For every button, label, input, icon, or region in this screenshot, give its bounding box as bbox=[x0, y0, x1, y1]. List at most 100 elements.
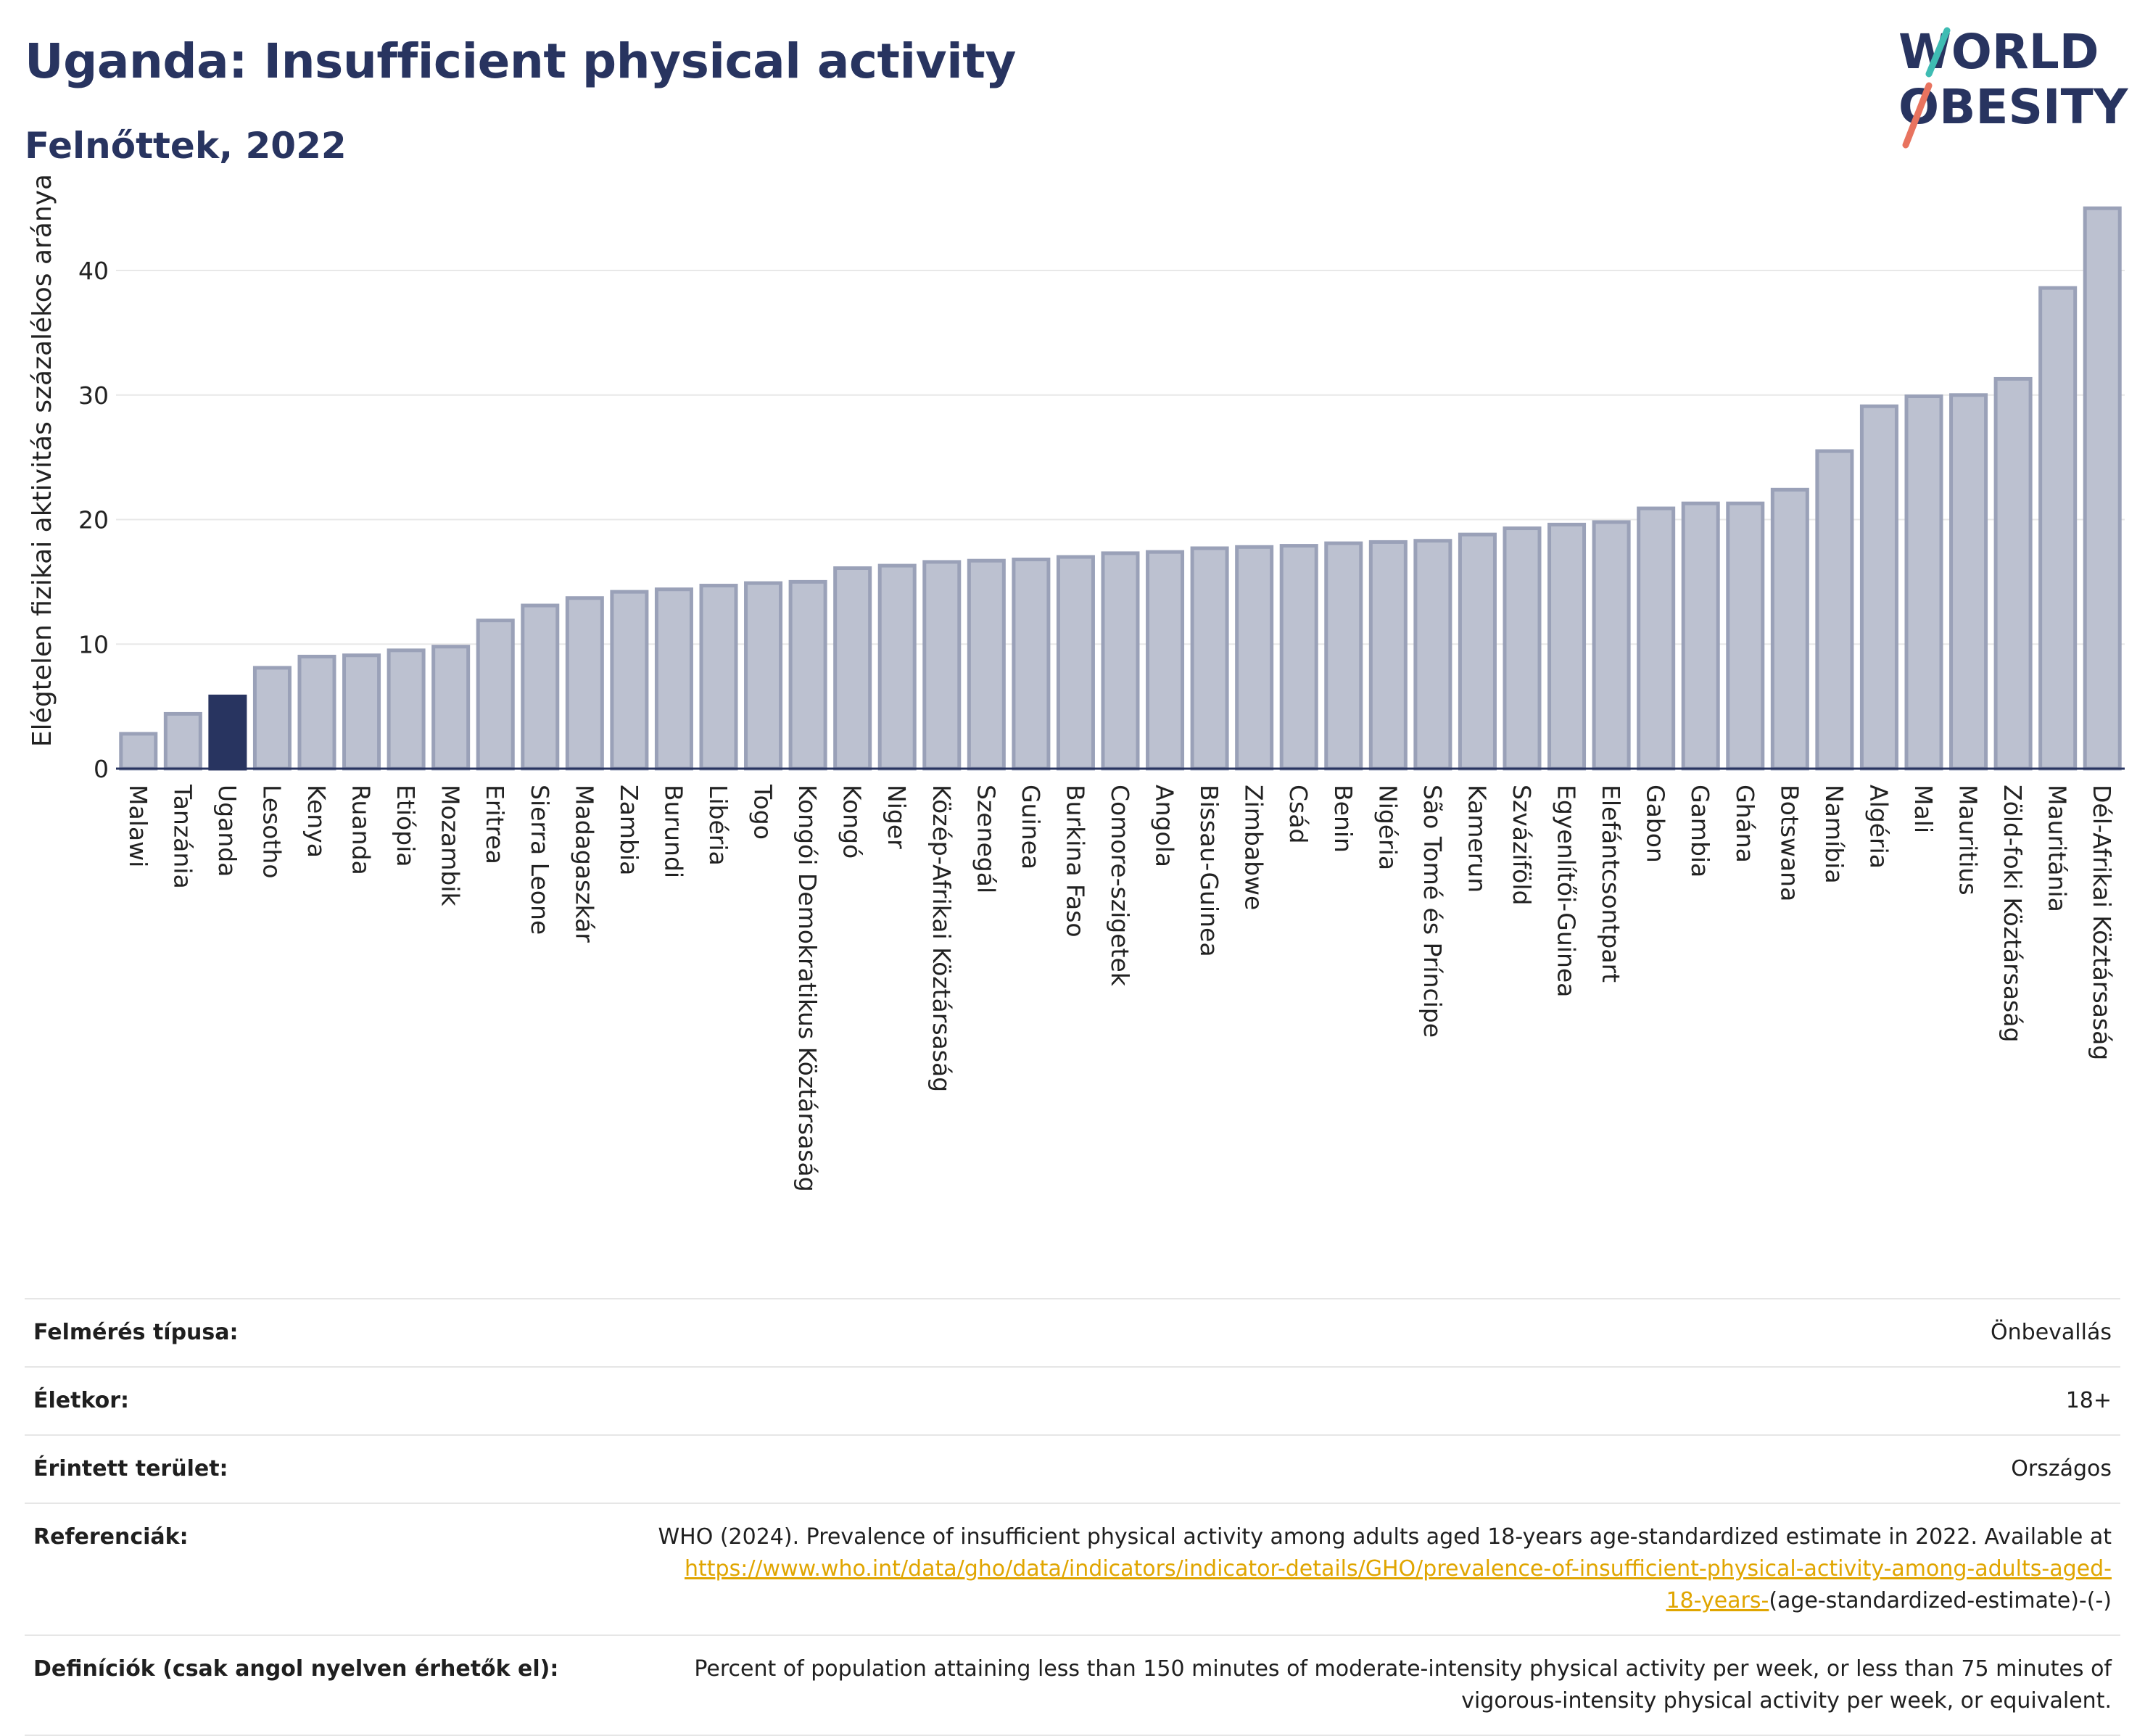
bar-ghána bbox=[1726, 501, 1765, 771]
bar-szváziföld bbox=[1503, 526, 1542, 771]
bar-sierra-leone bbox=[521, 603, 560, 771]
x-tick-label: Ruanda bbox=[347, 785, 376, 875]
bar-zambia bbox=[610, 590, 649, 771]
bar-mauritius bbox=[1949, 393, 1988, 771]
x-tick-label: Benin bbox=[1329, 785, 1357, 853]
bar-ruanda bbox=[342, 653, 381, 771]
bar-mali bbox=[1904, 394, 1943, 771]
bar-angola bbox=[1146, 550, 1185, 771]
logo-line2: OBESITY bbox=[1898, 79, 2129, 135]
reference-text: WHO (2024). Prevalence of insufficient p… bbox=[658, 1524, 2112, 1550]
y-axis-label: Elégtelen fizikai aktivitás százalékos a… bbox=[28, 174, 57, 747]
bar-comore-szigetek bbox=[1101, 551, 1140, 771]
reference-link-line2: 18-years- bbox=[1666, 1588, 1769, 1613]
bar-etiópia bbox=[387, 648, 426, 771]
x-tick-label: Uganda bbox=[213, 785, 241, 877]
x-tick-label: Sierra Leone bbox=[526, 785, 554, 935]
x-tick-label: Burundi bbox=[659, 785, 687, 878]
info-table: Felmérés típusa: Önbevallás Életkor: 18+… bbox=[25, 1298, 2120, 1736]
x-tick-label: Libéria bbox=[704, 785, 732, 866]
x-tick-label: Zimbabwe bbox=[1240, 785, 1268, 910]
bar-mozambik bbox=[431, 645, 471, 771]
references-label: Referenciák: bbox=[33, 1524, 189, 1550]
logo-slash-coral bbox=[1902, 82, 1933, 149]
bar-gambia bbox=[1681, 501, 1720, 771]
x-tick-label: Közép-Afrikai Köztársaság bbox=[927, 785, 956, 1092]
area-label: Érintett terület: bbox=[33, 1456, 228, 1481]
x-tick-label: Niger bbox=[883, 785, 911, 849]
x-tick-label: Lesotho bbox=[257, 785, 286, 879]
info-row-references: Referenciák: WHO (2024). Prevalence of i… bbox=[25, 1504, 2120, 1636]
logo-slash-teal bbox=[1925, 27, 1951, 78]
bar-kongói-demokratikus-köztársaság bbox=[788, 579, 827, 771]
x-tick-label: Mauritius bbox=[1954, 785, 1983, 896]
x-tick-label: Elefántcsontpart bbox=[1597, 785, 1625, 983]
bar-eritrea bbox=[476, 619, 515, 771]
world-obesity-logo: WORLD OBESITY bbox=[1898, 24, 2129, 149]
page-title: Uganda: Insufficient physical activity bbox=[25, 33, 1016, 89]
reference-link[interactable]: https://www.who.int/data/gho/data/indica… bbox=[685, 1556, 2112, 1613]
x-tick-label: Egyenlítői-Guinea bbox=[1553, 785, 1581, 997]
y-tick-label: 20 bbox=[78, 506, 109, 534]
x-tick-label: Kenya bbox=[302, 785, 331, 858]
x-tick-label: Kongó bbox=[838, 785, 867, 859]
bar-chart: 0 10 20 30 40 Elégtelen fizikai aktivitás szá… bbox=[28, 174, 2125, 1192]
x-tick-label: Zöld-foki Köztársaság bbox=[1999, 785, 2027, 1042]
bar-mauritánia bbox=[2038, 286, 2078, 771]
bar-nigéria bbox=[1368, 540, 1408, 771]
bar-burkina-faso bbox=[1056, 555, 1095, 771]
bar-kongó bbox=[833, 566, 872, 771]
definitions-label: Definíciók (csak angol nyelven érhetők e… bbox=[33, 1656, 559, 1682]
x-tick-label: Burkina Faso bbox=[1061, 785, 1089, 938]
x-tick-label: Gabon bbox=[1642, 785, 1670, 863]
bar-burundi bbox=[654, 587, 693, 771]
bar-gabon bbox=[1637, 506, 1676, 771]
x-tick-label: Szenegál bbox=[972, 785, 1000, 893]
definitions-value: Percent of population attaining less tha… bbox=[694, 1656, 2112, 1714]
y-tick-label: 10 bbox=[78, 630, 109, 658]
x-tick-label: Algéria bbox=[1864, 785, 1893, 869]
x-tick-label: Namíbia bbox=[1820, 785, 1848, 884]
x-tick-label: Bissau-Guinea bbox=[1195, 785, 1223, 957]
survey-type-value: Önbevallás bbox=[1991, 1320, 2112, 1345]
bar-kamerun bbox=[1458, 532, 1497, 771]
bar-zimbabwe bbox=[1235, 545, 1274, 771]
x-tick-label: Etiópia bbox=[392, 785, 420, 867]
x-tick-label: Botswana bbox=[1775, 785, 1803, 901]
references-value: WHO (2024). Prevalence of insufficient p… bbox=[658, 1521, 2112, 1617]
x-tick-label: Mozambik bbox=[437, 785, 465, 906]
bar-guinea bbox=[1012, 557, 1051, 771]
bar-togo bbox=[744, 581, 783, 771]
bar-lesotho bbox=[252, 666, 292, 771]
bar-zöld-foki-köztársaság bbox=[1993, 376, 2033, 771]
x-tick-label: Nigéria bbox=[1373, 785, 1402, 870]
bar-niger bbox=[877, 563, 917, 771]
bar-egyenlítői-guinea bbox=[1547, 522, 1587, 771]
info-row-age: Életkor: 18+ bbox=[25, 1368, 2120, 1436]
age-label: Életkor: bbox=[33, 1388, 130, 1413]
x-tick-label: Gambia bbox=[1686, 785, 1714, 877]
age-value: 18+ bbox=[2065, 1388, 2112, 1413]
x-tick-label: Guinea bbox=[1017, 785, 1045, 869]
area-value: Országos bbox=[2011, 1456, 2112, 1481]
x-tick-label: Madagaszkár bbox=[570, 785, 598, 943]
x-tick-label: Eritrea bbox=[481, 785, 509, 864]
x-tick-label: Angola bbox=[1151, 785, 1179, 867]
bar-közép-afrikai-köztársaság bbox=[922, 560, 962, 771]
bar-elefántcsontpart bbox=[1592, 520, 1631, 771]
bar-uganda bbox=[208, 694, 247, 771]
survey-type-label: Felmérés típusa: bbox=[33, 1320, 239, 1345]
info-row-area: Érintett terület: Országos bbox=[25, 1436, 2120, 1504]
bar-benin bbox=[1324, 541, 1363, 771]
bar-malawi bbox=[119, 732, 158, 771]
x-tick-label: Dél-Afrikai Köztársaság bbox=[2088, 785, 2116, 1060]
x-tick-label: Zambia bbox=[615, 785, 643, 875]
reference-tail: (age-standardized-estimate)-(-) bbox=[1769, 1588, 2112, 1613]
x-tick-label: São Tomé és Príncipe bbox=[1418, 785, 1447, 1038]
x-tick-label: Tanzánia bbox=[168, 784, 197, 889]
x-tick-label: Comore-szigetek bbox=[1106, 785, 1134, 987]
bar-libéria bbox=[699, 584, 738, 771]
x-tick-label: Szváziföld bbox=[1508, 785, 1536, 905]
x-tick-label: Kongói Demokratikus Köztársaság bbox=[793, 785, 822, 1192]
x-tick-label: Togo bbox=[749, 784, 777, 840]
